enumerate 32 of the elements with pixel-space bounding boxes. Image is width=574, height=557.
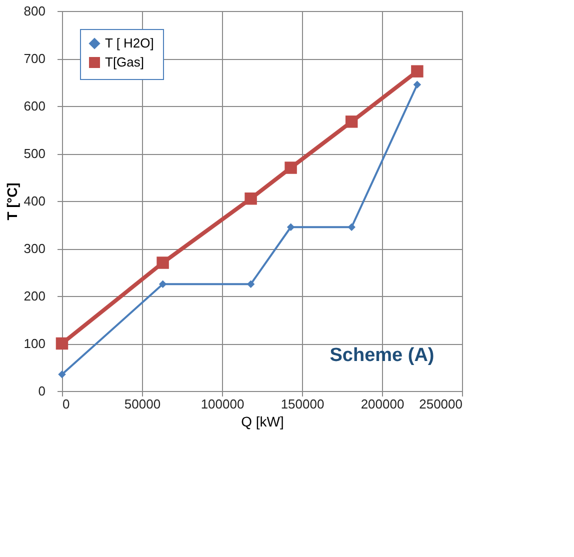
point <box>413 80 422 88</box>
y-tick-label: 200 <box>24 288 46 304</box>
point <box>345 116 358 128</box>
x-tick-label: 200000 <box>360 396 404 412</box>
point <box>156 256 169 269</box>
x-tick-label: 50000 <box>124 396 161 412</box>
y-tick-label: 700 <box>24 51 46 66</box>
point <box>411 65 424 78</box>
y-tick-label: 300 <box>24 241 46 256</box>
point <box>286 223 295 231</box>
x-tick-label: 250000 <box>419 396 462 412</box>
y-tick-label: 500 <box>24 146 46 161</box>
y-tick-label: 800 <box>24 4 46 18</box>
point <box>56 337 68 350</box>
point <box>58 370 66 378</box>
legend-label: T [ H2O] <box>105 36 154 50</box>
y-tick-label: 100 <box>24 336 46 351</box>
point <box>348 223 356 231</box>
point <box>158 280 167 288</box>
x-tick-label: 0 <box>62 396 70 412</box>
y-axis-title: T [°C] <box>4 182 20 220</box>
y-tick-label: 400 <box>24 194 46 208</box>
annotation: Scheme (A) <box>330 345 434 366</box>
y-tick-label: 600 <box>24 98 46 114</box>
legend-label: T[Gas] <box>105 54 144 70</box>
point <box>244 192 257 205</box>
point <box>246 280 255 288</box>
x-tick-label: 150000 <box>280 396 324 412</box>
x-axis-title: Q [kW] <box>241 414 284 430</box>
y-tick-label: 0 <box>38 384 46 398</box>
x-tick-label: 100000 <box>200 396 244 412</box>
point <box>284 162 297 174</box>
